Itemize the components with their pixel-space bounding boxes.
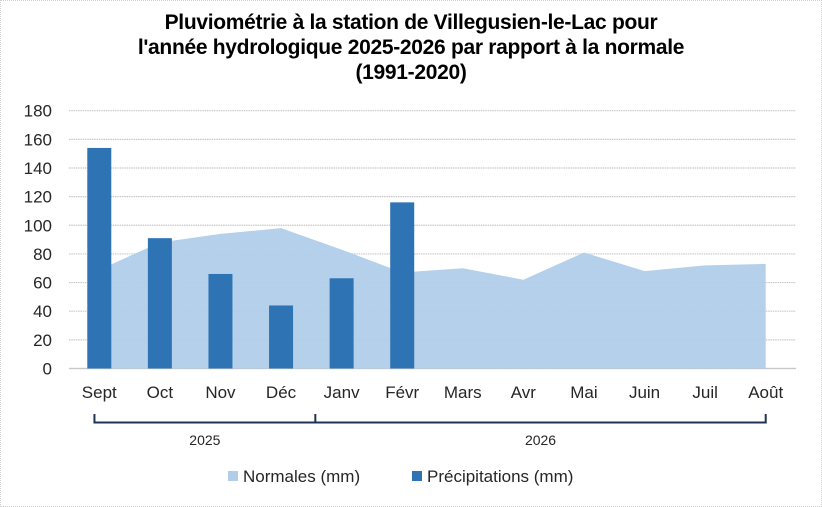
x-tick-label: Déc [266, 383, 297, 402]
y-axis-ticks: 0 20 40 60 80 100 120 140 160 180 [24, 102, 52, 379]
legend-swatch [228, 471, 238, 481]
chart-title-line-3: (1991-2020) [355, 61, 467, 84]
precipitations-bar [147, 238, 172, 369]
y-tick-label: 160 [24, 130, 52, 149]
y-tick-label: 20 [33, 331, 52, 350]
legend-label: Précipitations (mm) [427, 467, 573, 486]
x-tick-label: Juil [692, 383, 718, 402]
year-group-label: 2026 [525, 432, 556, 448]
chart-title-line-2: l'année hydrologique 2025-2026 par rappo… [137, 36, 685, 59]
x-tick-label: Mars [444, 383, 482, 402]
x-tick-label: Nov [205, 383, 236, 402]
x-tick-label: Juin [629, 383, 660, 402]
x-tick-label: Août [748, 383, 783, 402]
y-tick-label: 0 [43, 360, 52, 379]
precipitations-bar [208, 273, 233, 369]
y-tick-label: 40 [33, 302, 52, 321]
precipitations-bar [269, 305, 294, 369]
year-groups: 2025 2026 [93, 414, 767, 448]
y-tick-label: 60 [33, 274, 52, 293]
precipitations-bar [329, 278, 354, 369]
normales-area-series [99, 228, 766, 369]
y-tick-label: 180 [24, 102, 52, 121]
y-tick-label: 80 [33, 245, 52, 264]
legend-swatch [412, 471, 422, 481]
precipitations-bar-series [87, 147, 415, 369]
legend-label: Normales (mm) [243, 467, 360, 486]
year-group-label: 2025 [189, 432, 220, 448]
chart-title-line-1: Pluviométrie à la station de Villegusien… [164, 11, 658, 34]
x-tick-label: Mai [570, 383, 597, 402]
legend: Normales (mm) Précipitations (mm) [228, 467, 573, 486]
x-tick-label: Janv [324, 383, 360, 402]
x-axis-ticks: Sept Oct Nov Déc Janv Févr Mars Avr Mai Juin Juil A… [82, 383, 784, 402]
x-tick-label: Oct [147, 383, 174, 402]
y-tick-label: 120 [24, 188, 52, 207]
chart-title: Pluviométrie à la station de Villegusien… [0, 10, 822, 85]
precipitations-bar [390, 202, 415, 369]
y-tick-label: 100 [24, 216, 52, 235]
y-tick-label: 140 [24, 159, 52, 178]
x-tick-label: Févr [385, 383, 419, 402]
normales-area [99, 228, 766, 369]
x-tick-label: Sept [82, 383, 117, 402]
x-tick-label: Avr [511, 383, 537, 402]
precipitations-bar [87, 147, 112, 369]
